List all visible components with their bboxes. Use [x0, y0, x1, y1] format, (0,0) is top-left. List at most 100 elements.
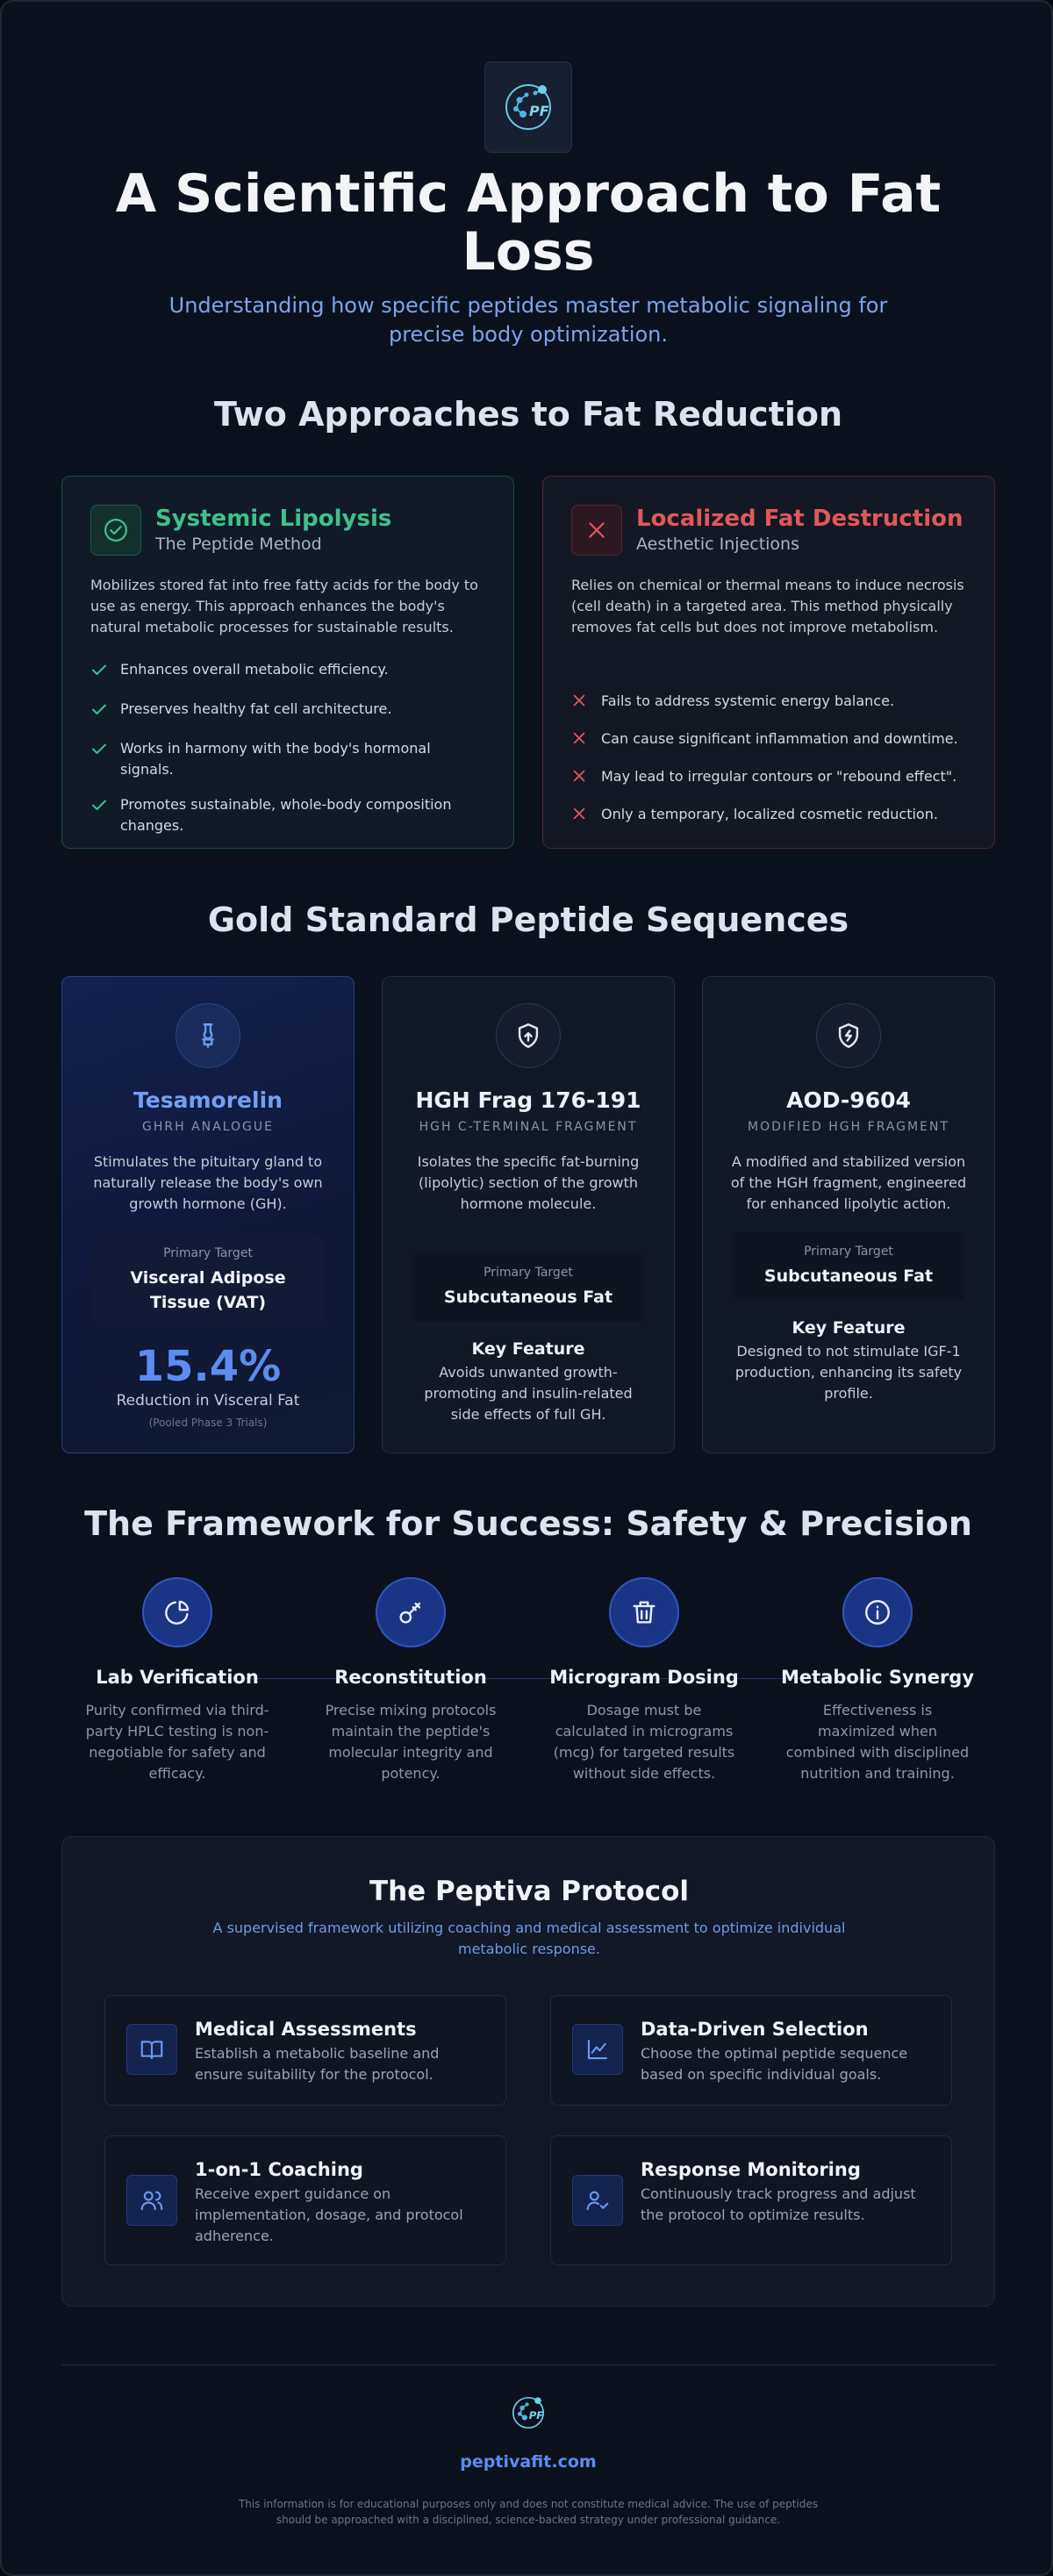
framework-heading: The Framework for Success: Safety & Prec… — [84, 1504, 972, 1543]
page-subtitle: Understanding how specific peptides mast… — [168, 293, 888, 347]
protocol-subtitle: A supervised framework utilizing coachin… — [212, 1919, 846, 1957]
step-title: Metabolic Synergy — [780, 1667, 975, 1688]
check-icon — [90, 794, 120, 836]
peptide-name: Tesamorelin — [133, 1087, 283, 1113]
primary-target-label: Primary Target — [804, 1245, 893, 1259]
key-feature-label: Key Feature — [792, 1318, 906, 1338]
protocol-card-description: Choose the optimal peptide sequence base… — [641, 2045, 908, 2083]
peptide-description: Isolates the specific fat-burning (lipol… — [417, 1153, 640, 1212]
x-icon — [571, 766, 601, 790]
disclaimer-text: This information is for educational purp… — [238, 2498, 819, 2526]
framework-step: Metabolic Synergy Effectiveness is maxim… — [772, 1577, 983, 1784]
user-check-icon — [572, 2175, 623, 2226]
peptide-name: HGH Frag 176-191 — [415, 1087, 641, 1113]
list-item: Promotes sustainable, whole-body composi… — [90, 794, 485, 836]
footer-logo: PF — [509, 2393, 548, 2432]
shield-icon — [496, 1003, 561, 1068]
protocol-card-description: Continuously track progress and adjust t… — [641, 2185, 916, 2223]
x-icon — [571, 691, 601, 714]
peptide-class: MODIFIED HGH FRAGMENT — [748, 1120, 949, 1134]
pipette-icon — [176, 1003, 240, 1068]
footer-divider — [61, 2364, 995, 2365]
efficacy-stat-label: Reduction in Visceral Fat — [116, 1392, 300, 1410]
peptides-heading: Gold Standard Peptide Sequences — [207, 901, 849, 939]
check-circle-icon — [90, 505, 141, 556]
approach-subtitle: Aesthetic Injections — [636, 535, 800, 554]
efficacy-stat: 15.4% — [134, 1342, 282, 1391]
peptide-description: Stimulates the pituitary gland to natura… — [93, 1153, 323, 1212]
protocol-card: Data-Driven Selection Choose the optimal… — [550, 1995, 952, 2106]
protocol-card: Medical Assessments Establish a metaboli… — [104, 1995, 506, 2106]
trash-icon — [609, 1577, 679, 1647]
check-icon — [90, 699, 120, 724]
primary-target-value: Subcutaneous Fat — [763, 1266, 934, 1286]
primary-target-box: Primary Target Visceral Adipose Tissue (… — [92, 1234, 324, 1327]
x-icon — [571, 728, 601, 752]
primary-target-value: Subcutaneous Fat — [443, 1288, 613, 1307]
localized-fat-destruction-card: Localized Fat Destruction Aesthetic Inje… — [542, 476, 995, 849]
protocol-card: Response Monitoring Continuously track p… — [550, 2135, 952, 2265]
protocol-card-description: Establish a metabolic baseline and ensur… — [195, 2045, 440, 2083]
protocol-panel: The Peptiva Protocol A supervised framew… — [61, 1836, 995, 2307]
approach-subtitle: The Peptide Method — [155, 535, 322, 554]
molecule-logo-icon: PF — [505, 84, 551, 130]
list-item: Fails to address systemic energy balance… — [571, 691, 966, 714]
check-icon — [90, 738, 120, 780]
step-title: Reconstitution — [334, 1667, 487, 1688]
benefit-list: Enhances overall metabolic efficiency. P… — [90, 659, 485, 836]
peptide-card-aod-9604: AOD-9604 MODIFIED HGH FRAGMENT A modifie… — [702, 976, 995, 1453]
website-link[interactable]: peptivafit.com — [460, 2452, 597, 2472]
list-item: Preserves healthy fat cell architecture. — [90, 699, 485, 724]
protocol-card-title: Response Monitoring — [641, 2159, 861, 2180]
brand-logo: PF — [484, 61, 572, 153]
protocol-card: 1-on-1 Coaching Receive expert guidance … — [104, 2135, 506, 2265]
close-icon — [571, 505, 622, 556]
info-icon — [842, 1577, 913, 1647]
step-title: Microgram Dosing — [549, 1667, 739, 1688]
framework-connector — [177, 1678, 879, 1679]
approach-description: Mobilizes stored fat into free fatty aci… — [90, 577, 478, 635]
logo-lettering: PF — [529, 2409, 544, 2422]
primary-target-label: Primary Target — [484, 1266, 573, 1280]
molecule-logo-icon: PF — [512, 2396, 545, 2429]
framework-step: Lab Verification Purity confirmed via th… — [72, 1577, 283, 1784]
peptide-description: A modified and stabilized version of the… — [730, 1153, 967, 1212]
key-feature-text: Avoids unwanted growth-promoting and ins… — [424, 1364, 633, 1423]
framework-step: Microgram Dosing Dosage must be calculat… — [539, 1577, 749, 1784]
peptide-card-tesamorelin: Tesamorelin GHRH ANALOGUE Stimulates the… — [61, 976, 355, 1453]
protocol-card-title: 1-on-1 Coaching — [195, 2159, 363, 2180]
peptide-name: AOD-9604 — [786, 1087, 911, 1113]
users-icon — [126, 2175, 177, 2226]
step-description: Precise mixing protocols maintain the pe… — [325, 1702, 497, 1782]
book-icon — [126, 2024, 177, 2075]
peptide-class: GHRH ANALOGUE — [142, 1120, 274, 1134]
pie-chart-icon — [142, 1577, 212, 1647]
list-item: Enhances overall metabolic efficiency. — [90, 659, 485, 685]
protocol-card-title: Data-Driven Selection — [641, 2019, 869, 2040]
peptide-class: HGH C-TERMINAL FRAGMENT — [419, 1120, 638, 1134]
step-description: Purity confirmed via third-party HPLC te… — [85, 1702, 269, 1782]
efficacy-stat-source: (Pooled Phase 3 Trials) — [148, 1417, 268, 1429]
step-title: Lab Verification — [96, 1667, 259, 1688]
primary-target-value: Visceral Adipose Tissue (VAT) — [130, 1268, 286, 1312]
shield-bolt-icon — [816, 1003, 881, 1068]
systemic-lipolysis-card: Systemic Lipolysis The Peptide Method Mo… — [61, 476, 514, 849]
page-title: A Scientific Approach to Fat Loss — [115, 163, 942, 283]
approaches-heading: Two Approaches to Fat Reduction — [213, 395, 843, 434]
protocol-card-description: Receive expert guidance on implementatio… — [195, 2185, 463, 2244]
x-icon — [571, 804, 601, 828]
approach-description: Relies on chemical or thermal means to i… — [571, 577, 964, 635]
framework-step: Reconstitution Precise mixing protocols … — [305, 1577, 516, 1784]
key-feature-text: Designed to not stimulate IGF-1 producti… — [734, 1343, 963, 1402]
step-description: Dosage must be calculated in micrograms … — [553, 1702, 735, 1782]
key-icon — [376, 1577, 446, 1647]
drawback-list: Fails to address systemic energy balance… — [571, 691, 966, 828]
list-item: May lead to irregular contours or "rebou… — [571, 766, 966, 790]
check-icon — [90, 659, 120, 685]
protocol-title: The Peptiva Protocol — [369, 1876, 690, 1907]
line-chart-icon — [572, 2024, 623, 2075]
primary-target-label: Primary Target — [163, 1246, 253, 1260]
list-item: Can cause significant inflammation and d… — [571, 728, 966, 752]
primary-target-box: Primary Target Subcutaneous Fat — [412, 1253, 644, 1322]
